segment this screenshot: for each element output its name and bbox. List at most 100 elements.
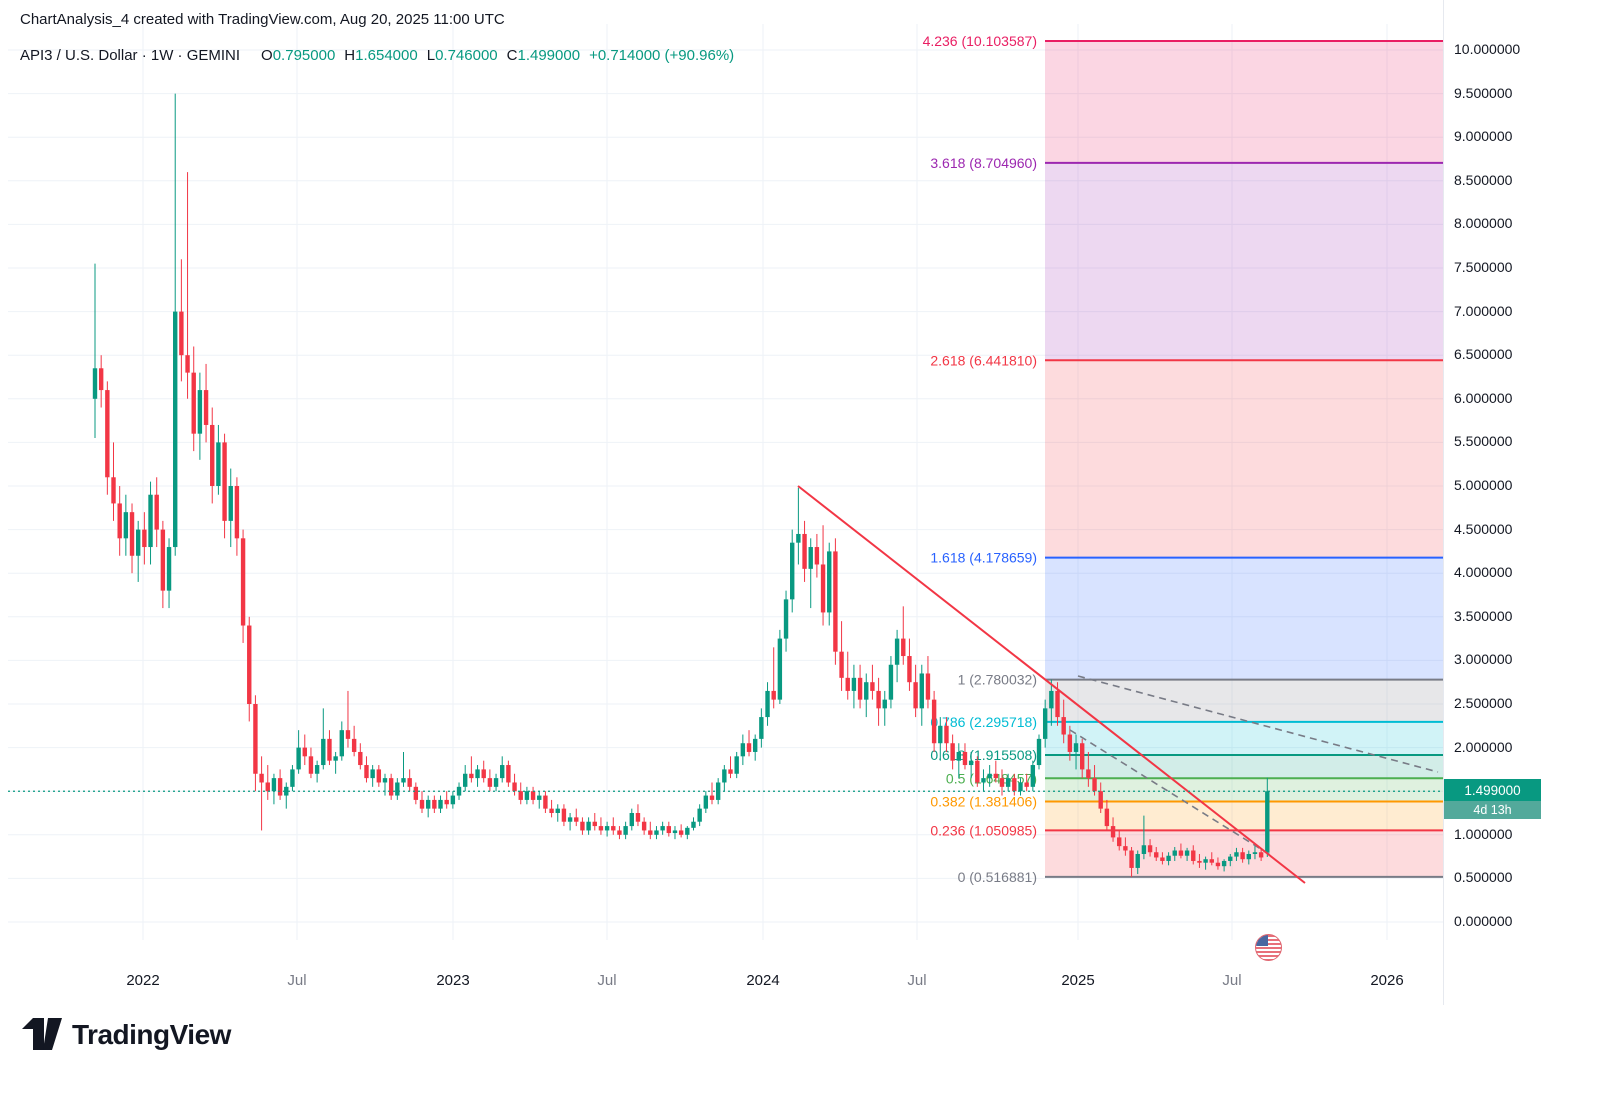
candle-body xyxy=(833,551,838,652)
candle-body xyxy=(327,738,332,761)
price-scale-label[interactable]: 0.000000 xyxy=(1454,913,1513,929)
candle-body xyxy=(543,795,548,809)
price-scale-label[interactable]: 9.000000 xyxy=(1454,128,1513,145)
dashed-trend-line[interactable] xyxy=(1069,729,1273,857)
fib-band xyxy=(1045,162,1443,361)
price-scale-label[interactable]: 9.500000 xyxy=(1454,84,1513,101)
economic-event-flag-icon[interactable] xyxy=(1255,934,1282,961)
price-scale-label[interactable]: 6.000000 xyxy=(1454,389,1513,406)
time-scale-label[interactable]: 2023 xyxy=(436,972,470,989)
fib-level-label: 1.618 (4.178659) xyxy=(930,550,1037,566)
price-scale-label[interactable]: 2.500000 xyxy=(1454,695,1513,711)
time-scale-label[interactable]: Jul xyxy=(287,972,307,989)
fib-level-label: 3.618 (8.704960) xyxy=(930,155,1037,171)
price-scale-label[interactable]: 5.500000 xyxy=(1454,433,1513,450)
candle-body xyxy=(259,773,264,783)
candle-body xyxy=(845,677,850,691)
candle-body xyxy=(148,494,153,548)
candle-body xyxy=(160,529,166,591)
price-scale[interactable]: 10.000000 9.500000 9.000000 8.500000 8.00000… xyxy=(1443,0,1600,1005)
candle-body xyxy=(1135,853,1140,868)
candle-body xyxy=(1215,862,1221,867)
candle-body xyxy=(635,813,641,822)
candle-body xyxy=(1073,743,1079,752)
candle-body xyxy=(691,821,696,828)
candle-body xyxy=(271,778,277,792)
time-scale-label[interactable]: 2024 xyxy=(746,972,780,989)
candle-body xyxy=(1252,852,1258,854)
price-scale-label[interactable]: 4.500000 xyxy=(1454,520,1513,537)
candle-body xyxy=(666,826,672,834)
time-scale-label[interactable]: 2026 xyxy=(1370,972,1404,989)
candle-body xyxy=(629,813,634,827)
candle-body xyxy=(765,690,770,718)
candle-body xyxy=(1178,850,1184,856)
candle-body xyxy=(938,725,943,744)
price-scale-label[interactable]: 1.000000 xyxy=(1454,825,1513,842)
candle-body xyxy=(117,503,122,539)
candle-body xyxy=(870,682,875,691)
downtrend-line[interactable] xyxy=(797,485,1306,884)
bar-close-countdown: 4d 13h xyxy=(1444,801,1541,820)
time-scale-label[interactable]: Jul xyxy=(1222,972,1242,989)
fib-level-label: 0.5 (1.648457) xyxy=(946,770,1037,786)
candle-body xyxy=(814,547,820,565)
price-scale-label[interactable]: 6.500000 xyxy=(1454,346,1513,363)
candle-body xyxy=(493,778,499,787)
tradingview-logo[interactable]: TradingView xyxy=(22,1018,231,1051)
candle-body xyxy=(827,551,832,613)
price-scale-label[interactable]: 3.500000 xyxy=(1454,607,1513,624)
candle-body xyxy=(197,390,203,434)
price-scale-label[interactable]: 3.000000 xyxy=(1454,651,1513,668)
time-scale-label[interactable]: 2022 xyxy=(126,972,160,989)
candle-body xyxy=(339,730,344,757)
candle-body xyxy=(919,673,924,709)
candle-body xyxy=(993,773,999,779)
candle-body xyxy=(808,547,813,569)
fib-band xyxy=(1045,679,1443,722)
fib-level-label: 0.236 (1.050985) xyxy=(930,822,1037,838)
candle-body xyxy=(944,725,949,744)
price-scale-label[interactable]: 4.000000 xyxy=(1454,564,1513,581)
candle-body xyxy=(1203,859,1208,863)
candle-body xyxy=(685,827,690,835)
candle-body xyxy=(586,821,591,831)
candle-body xyxy=(1018,782,1023,792)
candle-body xyxy=(956,751,961,761)
price-scale-label[interactable]: 8.000000 xyxy=(1454,215,1513,232)
candle-body xyxy=(1049,690,1054,709)
price-scale-label[interactable]: 0.500000 xyxy=(1454,869,1513,886)
candle-body xyxy=(277,778,283,796)
candle-body xyxy=(777,638,783,700)
dashed-trend-line[interactable] xyxy=(1077,675,1439,773)
high-label: H xyxy=(344,47,356,64)
time-scale-label[interactable]: Jul xyxy=(597,972,617,989)
price-scale-label[interactable]: 2.000000 xyxy=(1454,738,1513,755)
candle-body xyxy=(401,778,406,783)
candle-body xyxy=(1061,717,1066,735)
candle-body xyxy=(654,830,659,835)
candle-body xyxy=(438,799,443,809)
price-scale-label[interactable]: 7.500000 xyxy=(1454,259,1513,275)
low-value: 0.746000 xyxy=(435,47,498,64)
price-scale-label[interactable]: 8.500000 xyxy=(1454,171,1513,188)
candle-body xyxy=(1036,738,1042,766)
symbol-title[interactable]: API3 / U.S. Dollar · 1W · GEMINI xyxy=(20,47,241,64)
candle-body xyxy=(703,795,709,809)
candle-body xyxy=(105,390,110,478)
candle-body xyxy=(234,486,240,539)
candle-body xyxy=(1030,765,1036,787)
price-scale-label[interactable]: 10.000000 xyxy=(1454,41,1521,57)
candle-body xyxy=(913,682,918,709)
candle-body xyxy=(210,424,215,486)
price-scale-label[interactable]: 7.000000 xyxy=(1454,302,1513,319)
symbol-info-bar: API3 / U.S. Dollar · 1W · GEMINI O0.79500… xyxy=(20,47,734,64)
fib-level-label: 1 (2.780032) xyxy=(958,672,1037,688)
price-scale-label[interactable]: 5.000000 xyxy=(1454,477,1513,493)
fib-band xyxy=(1045,40,1443,163)
time-scale[interactable]: 2022 Jul 2023 Jul 2024 Jul 2025 Jul 2026 xyxy=(0,972,1600,1000)
time-scale-label[interactable]: 2025 xyxy=(1061,972,1095,989)
time-scale-label[interactable]: Jul xyxy=(907,972,927,989)
candle-body xyxy=(98,368,104,391)
